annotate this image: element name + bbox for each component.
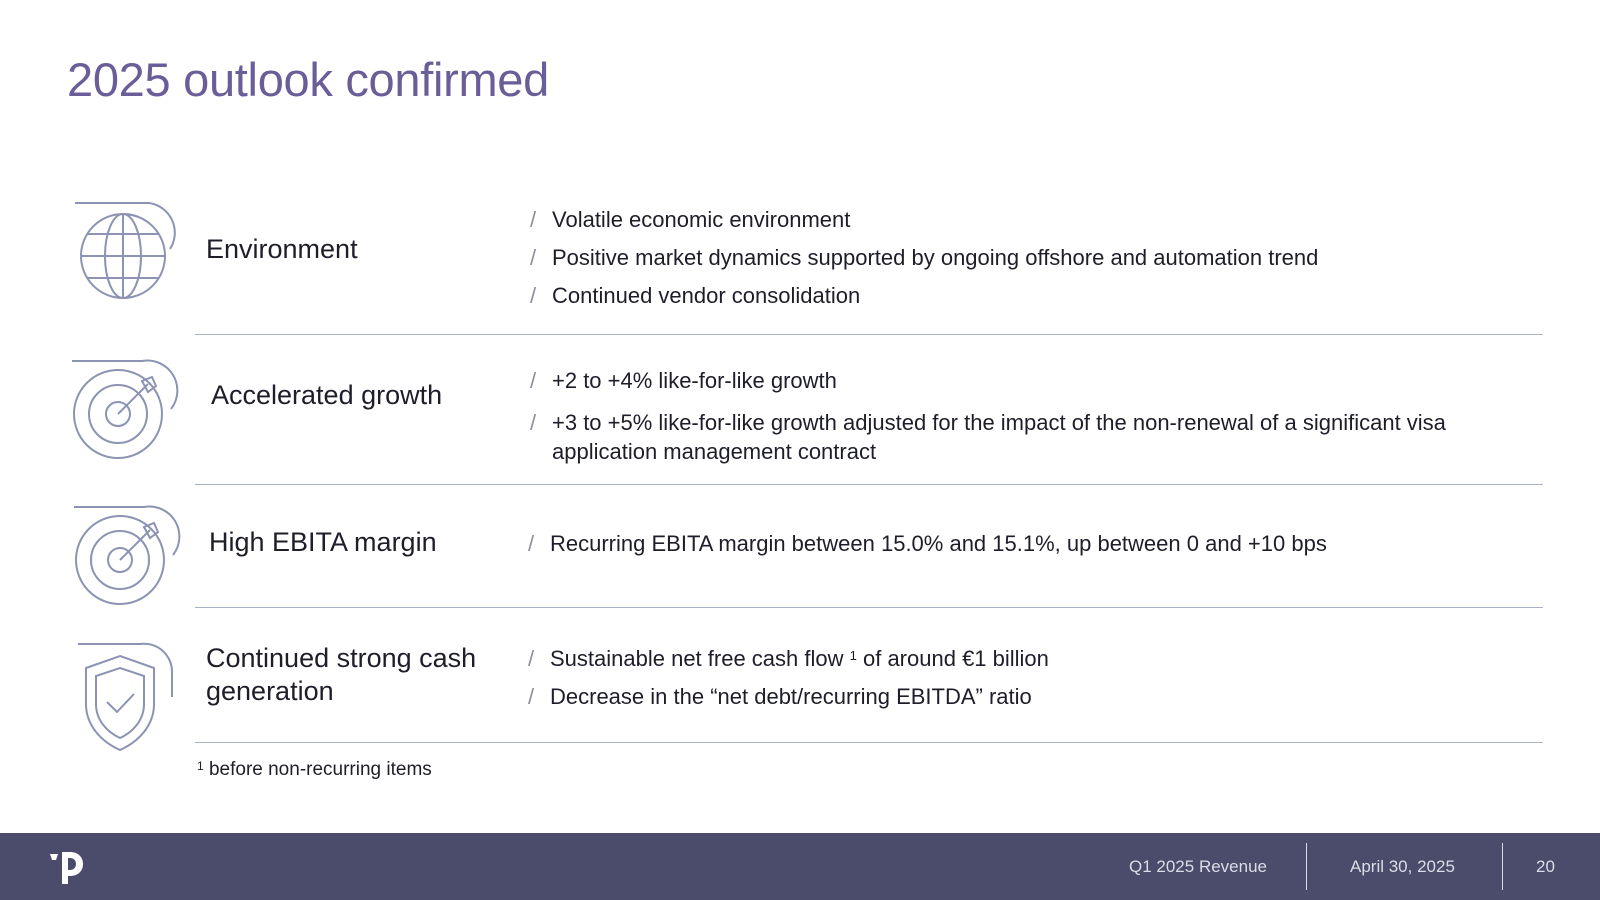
row-divider (195, 607, 1543, 608)
bullet-item: Decrease in the “net debt/recurring EBIT… (528, 682, 1508, 711)
bullet-text: Sustainable net free cash flow (550, 646, 844, 671)
footer-report-name: Q1 2025 Revenue (1129, 857, 1267, 876)
company-logo-icon (48, 850, 84, 891)
row-label-cash-generation: Continued strong cash generation (206, 643, 477, 706)
globe-icon (72, 201, 184, 303)
bullet-list-environment: Volatile economic environment Positive m… (530, 205, 1510, 319)
row-label-accelerated-growth: Accelerated growth (211, 380, 443, 410)
bullet-item: Sustainable net free cash flow 1 of arou… (528, 644, 1508, 673)
footer-bar: Q1 2025 Revenue April 30, 2025 20 (0, 833, 1600, 900)
row-divider (195, 334, 1543, 335)
page-number: 20 (1536, 857, 1555, 876)
row-divider (195, 484, 1543, 485)
bullet-item: Continued vendor consolidation (530, 281, 1510, 310)
bullet-item: +3 to +5% like-for-like growth adjusted … (530, 408, 1510, 466)
page-title: 2025 outlook confirmed (67, 53, 549, 106)
bullet-list-high-ebita-margin: Recurring EBITA margin between 15.0% and… (528, 529, 1508, 567)
footnote-text: before non-recurring items (203, 759, 432, 780)
footnote-marker: 1 (849, 648, 857, 663)
bullet-item: +2 to +4% like-for-like growth (530, 366, 1510, 395)
target-icon (70, 359, 182, 463)
row-divider (195, 742, 1543, 743)
row-label-high-ebita-margin: High EBITA margin (209, 527, 437, 557)
footer-date: April 30, 2025 (1350, 857, 1455, 876)
footer-divider (1502, 843, 1503, 890)
target-icon (72, 505, 184, 609)
bullet-list-cash-generation: Sustainable net free cash flow 1 of arou… (528, 644, 1508, 720)
footer-divider (1306, 843, 1307, 890)
bullet-list-accelerated-growth: +2 to +4% like-for-like growth +3 to +5%… (530, 366, 1510, 475)
bullet-item: Volatile economic environment (530, 205, 1510, 234)
bullet-item: Positive market dynamics supported by on… (530, 243, 1510, 272)
bullet-item: Recurring EBITA margin between 15.0% and… (528, 529, 1508, 558)
shield-check-icon (76, 642, 178, 754)
row-label-environment: Environment (206, 234, 358, 264)
footnote: 1 before non-recurring items (197, 759, 432, 781)
bullet-text: of around €1 billion (856, 646, 1049, 671)
footnote-marker: 1 (197, 759, 204, 773)
